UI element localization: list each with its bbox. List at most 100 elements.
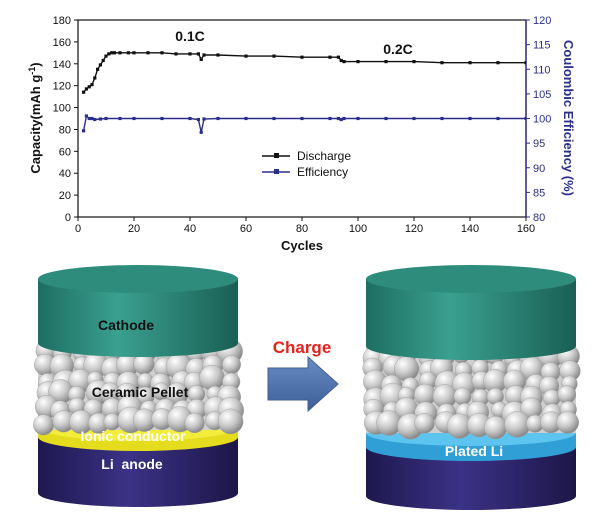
data-point-efficiency <box>342 116 346 121</box>
data-point-efficiency <box>132 116 136 121</box>
cathode-left <box>38 279 238 357</box>
data-point-discharge <box>87 85 91 89</box>
x-tick-label: 100 <box>349 223 367 235</box>
data-point-discharge <box>101 58 105 63</box>
data-point-discharge <box>328 55 332 59</box>
data-point-efficiency <box>384 116 388 121</box>
arrow-shape <box>267 355 339 413</box>
cathode-right <box>366 279 576 360</box>
data-point-efficiency <box>87 116 91 121</box>
data-point-efficiency <box>272 116 276 121</box>
series-line-discharge <box>83 52 526 93</box>
x-tick-label: 60 <box>240 223 252 235</box>
y-right-tick-label: 90 <box>533 163 545 175</box>
data-point-efficiency <box>328 116 332 121</box>
y-left-tick-label: 120 <box>53 81 71 93</box>
data-point-discharge <box>104 54 108 58</box>
series-layer <box>82 51 526 134</box>
y-left-tick-label: 80 <box>59 124 71 136</box>
charge-arrow: Charge <box>267 338 339 413</box>
cell-after-charge: Plated Li <box>362 265 581 510</box>
y-left-tick-label: 0 <box>65 212 71 224</box>
data-point-discharge <box>93 76 97 80</box>
ceramic-pellet-label: Ceramic Pellet <box>92 384 189 400</box>
data-point-discharge <box>339 58 343 63</box>
data-point-efficiency <box>468 116 472 121</box>
ceramic-particle <box>556 411 579 434</box>
data-point-efficiency <box>440 116 444 121</box>
right-axis-title: Coulombic Efficiency (%) <box>561 40 576 196</box>
left-axis-title: Capacity(mAh g-1) <box>27 62 43 173</box>
data-point-efficiency <box>82 129 86 133</box>
data-point-discharge <box>440 61 444 65</box>
data-point-discharge <box>272 54 276 58</box>
data-point-efficiency <box>98 117 102 121</box>
data-point-discharge <box>96 67 100 71</box>
data-point-discharge <box>196 52 200 56</box>
charge-label: Charge <box>273 338 332 357</box>
annotation-0-2c: 0.2C <box>383 41 413 57</box>
data-point-efficiency <box>118 116 122 121</box>
legend-item-efficiency: Efficiency <box>262 165 348 179</box>
data-point-discharge <box>174 52 178 56</box>
data-point-efficiency <box>244 116 248 121</box>
data-point-discharge <box>336 55 340 59</box>
annotation-0-1c: 0.1C <box>175 28 205 44</box>
y-right-tick-label: 115 <box>533 40 551 52</box>
data-point-discharge <box>112 51 116 55</box>
data-point-discharge <box>412 60 416 64</box>
y-right-tick-label: 80 <box>533 212 545 224</box>
y-left-tick-label: 160 <box>53 37 71 49</box>
data-point-efficiency <box>84 114 88 118</box>
ceramic-particle <box>217 408 244 435</box>
data-point-efficiency <box>188 116 192 121</box>
data-point-efficiency <box>104 116 108 121</box>
data-point-efficiency <box>336 116 340 121</box>
x-tick-label: 160 <box>517 223 535 235</box>
data-point-discharge <box>82 90 86 94</box>
ceramic-particle <box>484 416 508 440</box>
legend: Discharge Efficiency <box>262 149 351 179</box>
data-point-efficiency <box>202 117 206 121</box>
data-point-discharge <box>342 60 346 64</box>
data-point-discharge <box>107 52 111 56</box>
x-tick-label: 0 <box>75 223 81 235</box>
x-axis-ticks: 0 20 40 60 80 100 120 140 160 <box>75 217 535 235</box>
y-left-tick-label: 60 <box>59 146 71 158</box>
ceramic-particle <box>557 385 576 404</box>
data-point-discharge <box>118 51 122 55</box>
x-tick-label: 120 <box>405 223 423 235</box>
cell-before-charge: Cathode Ceramic Pellet Ionic conductor L… <box>33 265 244 507</box>
data-point-efficiency <box>356 116 360 121</box>
data-point-discharge <box>84 87 88 91</box>
y-left-tick-label: 180 <box>53 15 71 27</box>
y-left-tick-label: 40 <box>59 168 71 180</box>
y-left-tick-label: 20 <box>59 190 71 202</box>
data-point-discharge <box>98 63 102 67</box>
data-point-efficiency <box>412 116 416 121</box>
data-point-discharge <box>202 53 206 57</box>
data-point-discharge <box>300 55 304 59</box>
legend-item-discharge: Discharge <box>262 149 351 163</box>
ceramic-particle <box>414 413 435 434</box>
ceramic-particle <box>184 412 205 433</box>
y-left-tick-label: 100 <box>53 103 71 115</box>
data-point-efficiency <box>524 116 526 121</box>
data-point-efficiency <box>496 116 500 121</box>
cycling-chart: 0 20 40 60 80 100 120 140 160 0 20 40 60 80 100 120 140… <box>27 15 576 253</box>
data-point-discharge <box>126 51 130 55</box>
pellet-particles-right <box>362 342 581 440</box>
data-point-discharge <box>160 51 164 55</box>
data-point-discharge <box>216 53 220 57</box>
y-right-tick-label: 85 <box>533 187 545 199</box>
x-tick-label: 140 <box>461 223 479 235</box>
y-right-tick-label: 95 <box>533 138 545 150</box>
x-axis-title: Cycles <box>281 238 323 253</box>
data-point-efficiency <box>300 116 304 121</box>
li-anode-left <box>38 436 238 507</box>
data-point-discharge <box>356 60 360 64</box>
ceramic-particle <box>453 387 472 406</box>
y-right-tick-label: 120 <box>533 15 551 27</box>
left-axis-ticks: 0 20 40 60 80 100 120 140 160 180 <box>53 15 78 224</box>
